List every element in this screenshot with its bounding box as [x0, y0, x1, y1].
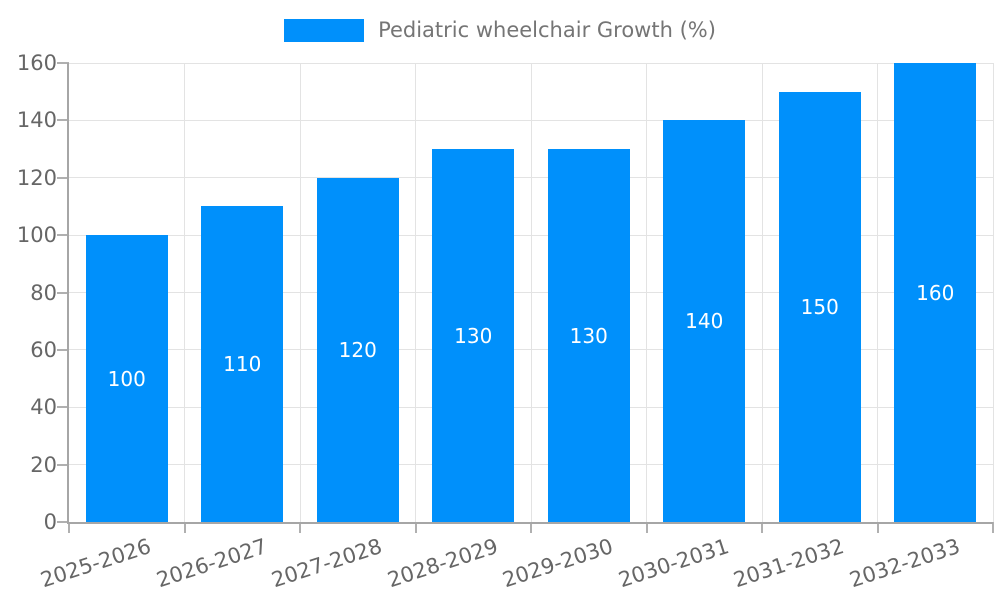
- bar-value-label: 140: [685, 309, 724, 334]
- x-tick-label-text: 2027-2028: [268, 534, 386, 593]
- bar-value-label: 110: [223, 352, 262, 377]
- x-gridline: [415, 63, 416, 522]
- y-tick-label: 0: [43, 510, 57, 534]
- x-axis-tick: [530, 522, 532, 533]
- y-axis-tick: [57, 62, 69, 64]
- bar-value-label: 130: [569, 323, 608, 348]
- x-axis-tick: [992, 522, 994, 533]
- bar: 130: [432, 149, 515, 522]
- x-tick-label-text: 2031-2032: [730, 534, 848, 593]
- y-axis-tick: [57, 521, 69, 523]
- x-gridline: [299, 63, 301, 522]
- y-tick-label: 100: [16, 223, 57, 248]
- x-tick-label-text: 2028-2029: [384, 534, 501, 593]
- bar-value-label: 150: [800, 294, 839, 319]
- x-tick-label-text: 2032-2033: [846, 534, 963, 593]
- bar: 150: [778, 91, 861, 522]
- x-axis-tick: [68, 522, 70, 533]
- x-tick-label-text: 2026-2027: [153, 534, 270, 593]
- x-axis-tick: [761, 522, 763, 533]
- y-tick-label: 140: [16, 108, 57, 133]
- x-gridline: [877, 63, 878, 522]
- x-gridline: [992, 63, 994, 522]
- x-gridline: [184, 63, 185, 522]
- bar: 160: [894, 63, 977, 522]
- x-axis-tick: [876, 522, 879, 533]
- y-tick-label: 40: [30, 395, 57, 420]
- x-axis-tick: [183, 522, 186, 533]
- bar: 130: [547, 149, 630, 522]
- bar: 120: [316, 177, 399, 522]
- y-axis-tick: [57, 463, 69, 466]
- y-axis-tick: [57, 291, 69, 294]
- legend[interactable]: Pediatric wheelchair Growth (%): [0, 18, 1000, 42]
- x-gridline: [646, 63, 647, 522]
- bar-value-label: 100: [107, 366, 146, 391]
- x-gridline: [761, 63, 763, 522]
- x-axis-tick: [299, 522, 301, 533]
- x-axis-line: [67, 522, 993, 524]
- bar-value-label: 130: [454, 323, 493, 348]
- x-gridline: [530, 63, 532, 522]
- y-axis-tick: [57, 119, 69, 122]
- y-axis-tick: [57, 234, 69, 237]
- y-tick-label: 20: [30, 452, 57, 477]
- bar-value-label: 120: [338, 337, 377, 362]
- bar: 140: [663, 120, 746, 522]
- bar-value-label: 160: [916, 280, 955, 305]
- y-axis-tick: [57, 406, 69, 409]
- x-tick-label-text: 2029-2030: [499, 534, 617, 593]
- legend-swatch: [284, 18, 365, 42]
- bar: 100: [85, 235, 168, 522]
- y-tick-label: 120: [16, 165, 57, 190]
- y-tick-label: 80: [30, 280, 57, 305]
- x-axis-tick: [414, 522, 417, 533]
- x-axis-tick: [645, 522, 648, 533]
- y-tick-label: 60: [30, 337, 57, 362]
- y-tick-label: 160: [16, 51, 57, 75]
- y-axis-line: [67, 63, 69, 524]
- bar: 110: [201, 206, 284, 522]
- y-axis-tick: [57, 176, 69, 179]
- x-tick-label-text: 2030-2031: [615, 534, 732, 593]
- x-tick-label-text: 2025-2026: [37, 534, 155, 593]
- y-axis-tick: [57, 348, 69, 351]
- legend-label: Pediatric wheelchair Growth (%): [378, 18, 716, 42]
